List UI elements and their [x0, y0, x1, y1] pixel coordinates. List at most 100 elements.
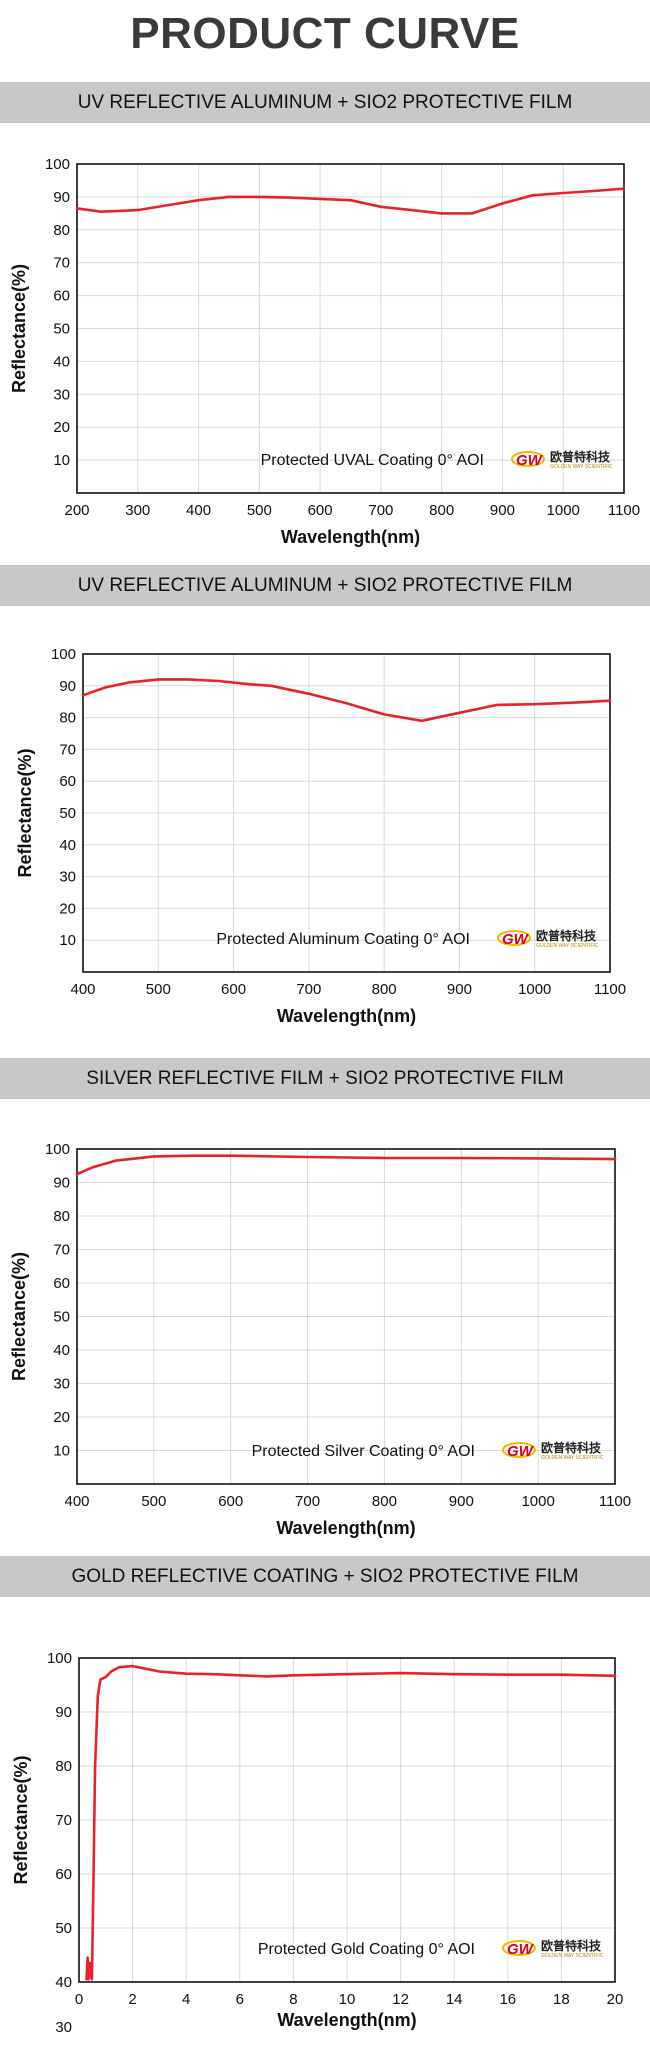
y-tick-label: 80	[59, 710, 76, 727]
logo-mark: GW	[516, 452, 544, 469]
y-axis-label: Reflectance(%)	[15, 748, 35, 877]
y-tick-label: 90	[59, 678, 76, 695]
y-tick-label: 100	[45, 1141, 70, 1158]
x-tick-label: 1100	[599, 1493, 631, 1510]
x-tick-label: 500	[146, 981, 171, 998]
x-axis-label: Wavelength(nm)	[281, 527, 420, 547]
logo-en-text: GOLDEN WAY SCIENTIFIC	[541, 1455, 604, 1461]
y-tick-label: 70	[53, 1242, 70, 1259]
x-axis-label: Wavelength(nm)	[276, 1518, 415, 1538]
section-heading-1: UV REFLECTIVE ALUMINUM + SIO2 PROTECTIVE…	[0, 82, 650, 123]
x-axis-label: Wavelength(nm)	[277, 2010, 416, 2030]
x-tick-label: 1100	[594, 981, 626, 998]
y-tick-label: 30	[59, 869, 76, 886]
y-tick-label: 40	[59, 837, 76, 854]
x-tick-label: 600	[308, 502, 333, 519]
series-line	[81, 678, 612, 723]
y-tick-label: 50	[53, 321, 70, 338]
x-tick-label: 10	[339, 1991, 356, 2008]
y-tick-label: 10	[53, 452, 70, 469]
series-line	[75, 187, 626, 215]
y-tick-label: 70	[59, 741, 76, 758]
chart-3: 10 20 30 40 50 60 70 80 90 100 400 500 600 700 800 900 1…	[0, 1130, 650, 1540]
x-tick-label: 4	[182, 1991, 190, 2008]
y-tick-label: 100	[45, 156, 70, 173]
y-tick-label: 100	[51, 646, 76, 663]
y-tick-label: 40	[53, 1342, 70, 1359]
y-tick-label: 90	[55, 1704, 72, 1721]
series-line	[85, 1664, 617, 1981]
coating-annotation: Protected Aluminum Coating 0° AOI	[216, 931, 470, 948]
logo-mark: GW	[507, 1443, 535, 1460]
y-tick-label: 20	[59, 900, 76, 917]
y-tick-label: 10	[59, 932, 76, 949]
y-tick-label: 60	[53, 1275, 70, 1292]
x-tick-label: 1000	[547, 502, 580, 519]
x-tick-label: 500	[247, 502, 272, 519]
x-tick-label: 600	[218, 1493, 243, 1510]
x-tick-label: 400	[70, 981, 95, 998]
coating-annotation: Protected Gold Coating 0° AOI	[258, 1941, 475, 1958]
x-tick-label: 18	[553, 1991, 570, 2008]
y-tick-label: 90	[53, 1175, 70, 1192]
logo-cn-text: 欧普特科技	[536, 928, 597, 943]
y-tick-label: 50	[59, 805, 76, 822]
logo-en-text: GOLDEN WAY SCIENTIFIC	[550, 464, 613, 470]
x-tick-label: 12	[392, 1991, 409, 2008]
y-tick-label: 80	[53, 1208, 70, 1225]
x-axis-label: Wavelength(nm)	[277, 1006, 416, 1026]
y-tick-label: 10	[53, 1443, 70, 1460]
y-tick-label: 60	[53, 288, 70, 305]
y-tick-label: 80	[55, 1758, 72, 1775]
logo-swoosh	[502, 1940, 536, 1956]
x-tick-label: 600	[221, 981, 246, 998]
y-tick-label: 30	[53, 1376, 70, 1393]
logo-mark: GW	[502, 931, 530, 948]
y-tick-label: 60	[55, 1866, 72, 1883]
y-tick-label: 50	[55, 1920, 72, 1937]
x-tick-label: 800	[429, 502, 454, 519]
page-title: PRODUCT CURVE	[130, 9, 520, 58]
plot-frame	[78, 1657, 616, 1983]
section-heading-3: SILVER REFLECTIVE FILM + SIO2 PROTECTIVE…	[0, 1058, 650, 1099]
x-tick-label: 1100	[608, 502, 640, 519]
x-tick-label: 0	[75, 1991, 83, 2008]
logo-cn-text: 欧普特科技	[550, 449, 611, 464]
x-tick-label: 400	[186, 502, 211, 519]
x-tick-label: 14	[446, 1991, 463, 2008]
chart-1: 10 20 30 40 50 60 70 80 90 100 200 300 400 500 600 700 8…	[0, 140, 650, 550]
x-tick-label: 6	[236, 1991, 244, 2008]
logo-swoosh	[497, 930, 531, 946]
x-tick-label: 700	[296, 981, 321, 998]
y-tick-label: 20	[53, 1409, 70, 1426]
y-tick-label: 70	[55, 1812, 72, 1829]
series-line	[75, 1154, 617, 1176]
x-tick-label: 700	[368, 502, 393, 519]
x-tick-label: 500	[141, 1493, 166, 1510]
plot-frame	[76, 163, 625, 494]
x-tick-label: 900	[447, 981, 472, 998]
y-tick-label: 20	[53, 419, 70, 436]
logo-en-text: GOLDEN WAY SCIENTIFIC	[536, 943, 599, 949]
plot-frame	[82, 653, 611, 973]
x-tick-label: 900	[490, 502, 515, 519]
logo-cn-text: 欧普特科技	[541, 1938, 602, 1953]
y-tick-label: 60	[59, 773, 76, 790]
x-tick-label: 16	[499, 1991, 516, 2008]
x-tick-label: 400	[64, 1493, 89, 1510]
x-tick-label: 200	[64, 502, 89, 519]
x-tick-label: 1000	[518, 981, 551, 998]
logo-en-text: GOLDEN WAY SCIENTIFIC	[541, 1953, 604, 1959]
y-axis-label: Reflectance(%)	[9, 1252, 29, 1381]
logo-mark: GW	[507, 1941, 535, 1958]
y-tick-label: 40	[55, 1974, 72, 1991]
coating-annotation: Protected Silver Coating 0° AOI	[252, 1443, 475, 1460]
y-tick-label: 90	[53, 189, 70, 206]
x-tick-label: 900	[449, 1493, 474, 1510]
y-tick-label: 50	[53, 1309, 70, 1326]
y-axis-label: Reflectance(%)	[9, 264, 29, 393]
